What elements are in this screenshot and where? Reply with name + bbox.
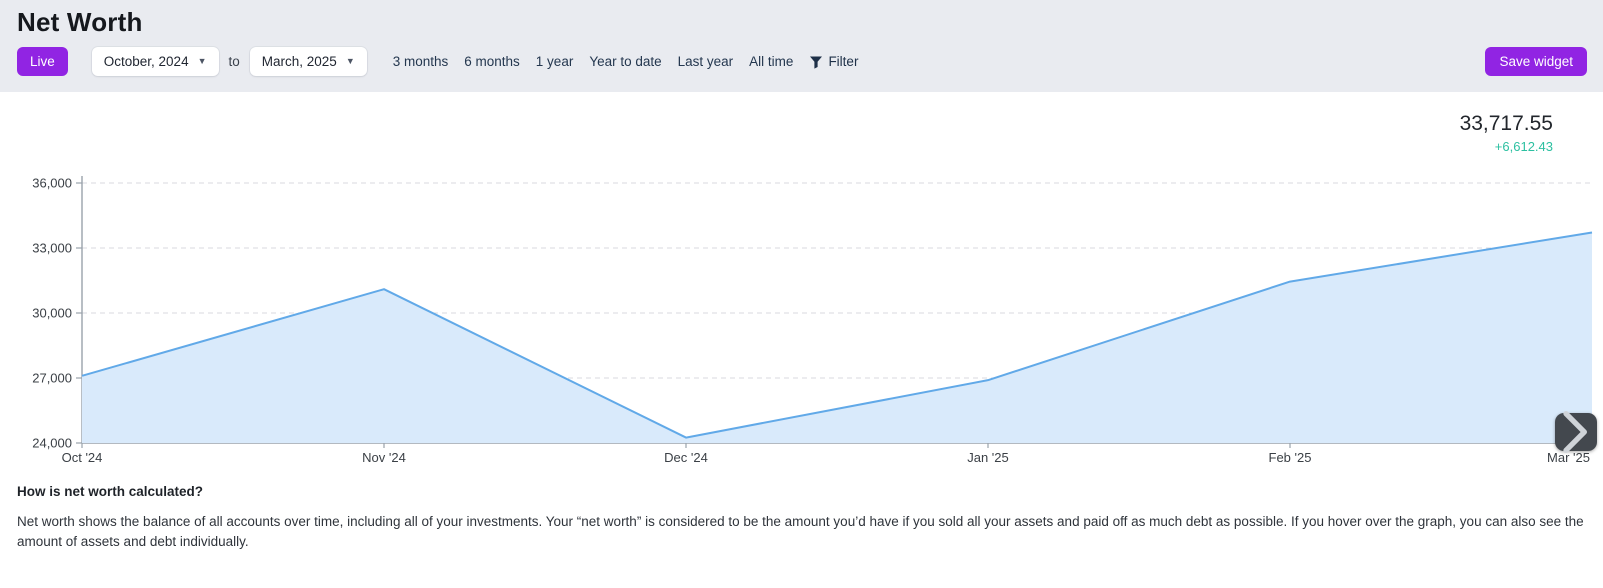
- date-to-select[interactable]: March, 2025 ▼: [249, 47, 367, 76]
- x-tick-label: Oct '24: [62, 450, 103, 463]
- x-tick-label: Nov '24: [362, 450, 406, 463]
- range-all-time[interactable]: All time: [749, 54, 794, 69]
- quick-range-links: 3 months 6 months 1 year Year to date La…: [393, 54, 794, 69]
- net-worth-change: +6,612.43: [1494, 139, 1553, 154]
- x-tick-label: Feb '25: [1269, 450, 1312, 463]
- range-6-months[interactable]: 6 months: [464, 54, 520, 69]
- chart-scroll-next-button[interactable]: [1555, 411, 1597, 454]
- date-to-value: March, 2025: [261, 54, 337, 69]
- y-tick-label: 27,000: [32, 371, 72, 386]
- live-toggle-button[interactable]: Live: [17, 47, 68, 76]
- summary-block: 33,717.55 +6,612.43: [0, 92, 1603, 155]
- chevron-down-icon: ▼: [197, 56, 207, 66]
- range-3-months[interactable]: 3 months: [392, 54, 449, 69]
- y-tick-label: 33,000: [32, 241, 72, 256]
- save-widget-button[interactable]: Save widget: [1485, 47, 1587, 76]
- chevron-right-icon: [1563, 411, 1587, 454]
- explainer-body: Net worth shows the balance of all accou…: [17, 514, 1584, 549]
- date-from-select[interactable]: October, 2024 ▼: [91, 47, 219, 76]
- date-from-value: October, 2024: [103, 54, 189, 69]
- page-title: Net Worth: [17, 7, 143, 37]
- chart-container: 24,000 27,000 30,000 33,000 36,000 Oct '24 Nov…: [0, 163, 1603, 463]
- net-worth-value: 33,717.55: [1459, 112, 1553, 135]
- explainer-section: How is net worth calculated? Net worth s…: [0, 484, 1603, 552]
- chevron-down-icon: ▼: [345, 56, 355, 66]
- net-worth-area-chart[interactable]: 24,000 27,000 30,000 33,000 36,000 Oct '24 Nov…: [0, 163, 1603, 463]
- range-last-year[interactable]: Last year: [677, 54, 734, 69]
- range-year-to-date[interactable]: Year to date: [589, 54, 662, 69]
- y-tick-label: 24,000: [32, 436, 72, 451]
- net-worth-widget-body: 33,717.55 +6,612.43 24,000 27,000 30,000 33…: [0, 92, 1603, 552]
- chart-area-fill: [82, 232, 1592, 443]
- widget-header: Net Worth Live October, 2024 ▼ to March,…: [0, 0, 1603, 92]
- filter-label: Filter: [828, 54, 859, 69]
- toolbar: Live October, 2024 ▼ to March, 2025 ▼ 3 …: [17, 47, 1587, 76]
- range-1-year[interactable]: 1 year: [535, 54, 574, 69]
- chart-line: [81, 231, 1593, 439]
- to-label: to: [228, 54, 240, 69]
- y-tick-label: 30,000: [32, 306, 72, 321]
- x-tick-label: Jan '25: [967, 450, 1009, 463]
- explainer-heading: How is net worth calculated?: [17, 484, 204, 499]
- x-tick-label: Mar '25: [1547, 450, 1590, 463]
- y-tick-label: 36,000: [32, 176, 72, 191]
- x-tick-label: Dec '24: [664, 450, 708, 463]
- filter-funnel-icon: [810, 56, 823, 69]
- filter-button[interactable]: Filter: [809, 54, 858, 69]
